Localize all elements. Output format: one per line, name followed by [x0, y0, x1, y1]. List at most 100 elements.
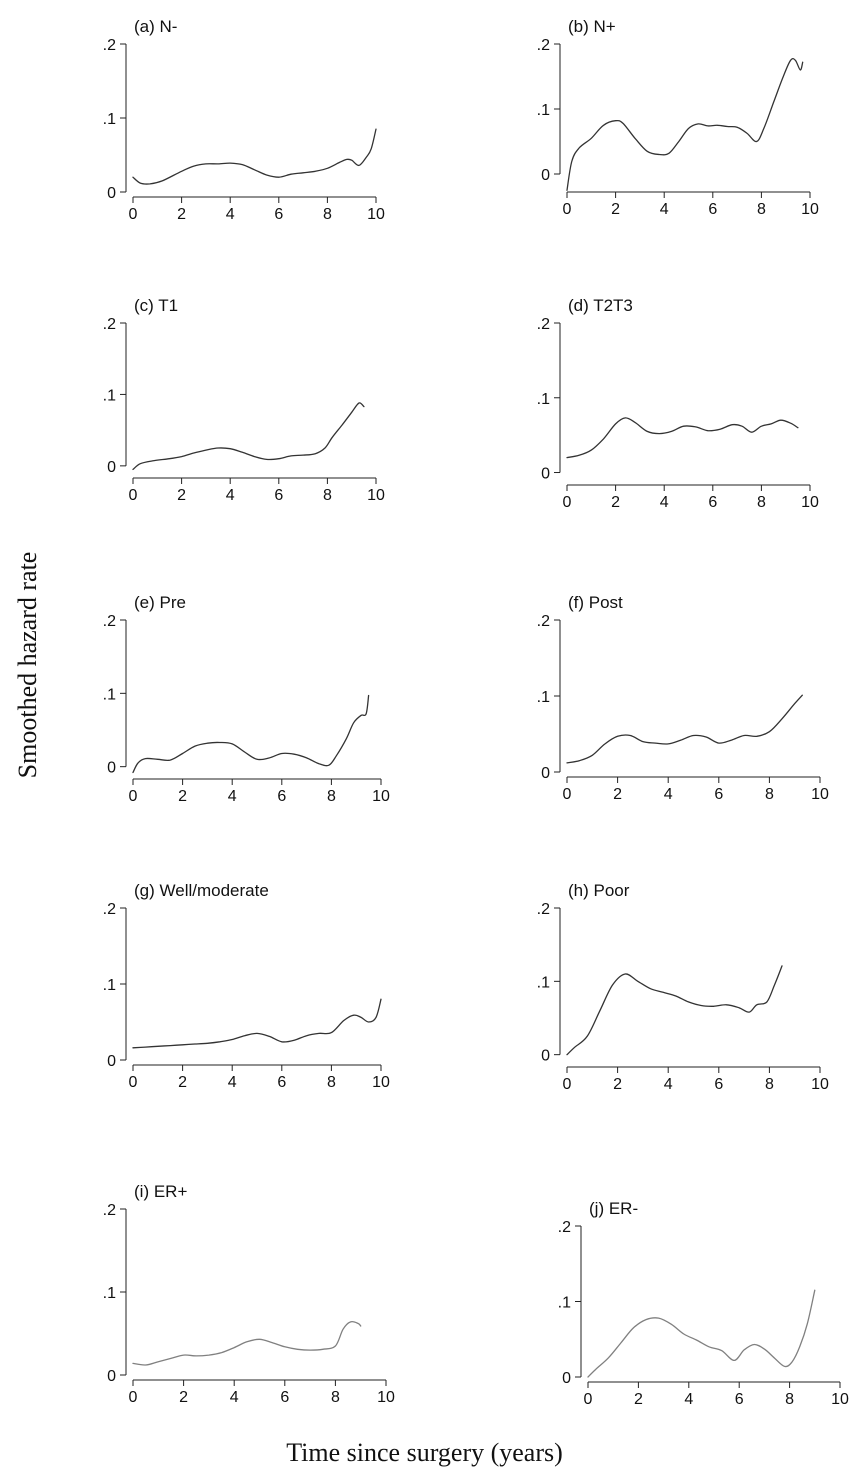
x-axis-label: Time since surgery (years)	[286, 1438, 563, 1467]
y-tick-label: .1	[558, 1295, 571, 1312]
panel-a: (a) N- 0 .1 .2 0 2 4 6 8 10	[103, 17, 385, 223]
y-tick-label: .1	[103, 977, 116, 994]
x-tick-label: 8	[757, 201, 766, 218]
x-tick-label: 6	[277, 788, 286, 805]
y-tick-label: .2	[537, 316, 550, 333]
y-tick-label: .1	[103, 387, 116, 404]
panel-title: (c) T1	[134, 296, 178, 315]
x-tick-label: 4	[660, 201, 669, 218]
y-tick-label: .2	[103, 901, 116, 918]
y-tick-label: .1	[103, 1285, 116, 1302]
hazard-curve	[566, 57, 804, 191]
panel-b: (b) N+ 0 .1 .2 0 2 4 6 8 10	[537, 17, 819, 218]
x-tick-label: 4	[660, 494, 669, 511]
x-tick-label: 0	[563, 494, 572, 511]
x-tick-label: 0	[129, 206, 138, 223]
panel-title: (h) Poor	[568, 881, 630, 900]
x-tick-label: 6	[280, 1389, 289, 1406]
x-tick-label: 10	[372, 1074, 390, 1091]
y-tick-label: .2	[103, 613, 116, 630]
y-tick-label: .2	[537, 613, 550, 630]
x-tick-label: 6	[277, 1074, 286, 1091]
y-tick-label: 0	[541, 466, 550, 483]
x-tick-label: 10	[801, 494, 819, 511]
y-tick-label: .2	[103, 37, 116, 54]
y-tick-label: 0	[541, 1048, 550, 1065]
x-tick-label: 4	[228, 788, 237, 805]
y-tick-label: .2	[103, 1202, 116, 1219]
y-tick-label: .2	[103, 316, 116, 333]
x-tick-label: 0	[584, 1391, 593, 1408]
x-tick-label: 6	[708, 494, 717, 511]
y-tick-label: .1	[537, 689, 550, 706]
y-tick-label: 0	[541, 765, 550, 782]
hazard-curve	[566, 694, 803, 764]
x-tick-label: 0	[563, 786, 572, 803]
y-tick-label: .2	[537, 901, 550, 918]
x-tick-label: 4	[684, 1391, 693, 1408]
panel-f: (f) Post 0 .1 .2 0 2 4 6 8 10	[537, 593, 829, 803]
y-tick-label: .2	[537, 37, 550, 54]
x-tick-label: 2	[613, 786, 622, 803]
hazard-curve	[132, 694, 370, 774]
x-tick-label: 2	[178, 1074, 187, 1091]
x-tick-label: 8	[765, 786, 774, 803]
panel-title: (a) N-	[134, 17, 177, 36]
panel-title: (b) N+	[568, 17, 616, 36]
hazard-curve	[566, 965, 783, 1056]
x-tick-label: 2	[634, 1391, 643, 1408]
y-tick-label: 0	[562, 1370, 571, 1387]
hazard-curve	[132, 402, 365, 471]
y-tick-label: 0	[107, 1368, 116, 1385]
y-tick-label: 0	[541, 167, 550, 184]
x-tick-label: 6	[274, 487, 283, 504]
x-tick-label: 8	[327, 788, 336, 805]
x-tick-label: 0	[129, 788, 138, 805]
y-tick-label: 0	[107, 185, 116, 202]
x-tick-label: 2	[177, 487, 186, 504]
x-tick-label: 10	[831, 1391, 849, 1408]
x-tick-label: 0	[563, 201, 572, 218]
x-tick-label: 6	[714, 1076, 723, 1093]
x-tick-label: 8	[323, 206, 332, 223]
x-tick-label: 6	[708, 201, 717, 218]
x-tick-label: 8	[331, 1389, 340, 1406]
y-tick-label: 0	[107, 1053, 116, 1070]
y-tick-label: .2	[558, 1219, 571, 1236]
y-axis-label: Smoothed hazard rate	[13, 551, 42, 779]
x-tick-label: 0	[129, 1389, 138, 1406]
x-tick-label: 4	[226, 206, 235, 223]
panel-title: (g) Well/moderate	[134, 881, 269, 900]
x-tick-label: 8	[323, 487, 332, 504]
hazard-curve	[132, 1320, 362, 1366]
x-tick-label: 6	[735, 1391, 744, 1408]
x-tick-label: 2	[611, 494, 620, 511]
x-tick-label: 8	[327, 1074, 336, 1091]
x-tick-label: 4	[228, 1074, 237, 1091]
y-tick-label: .1	[537, 102, 550, 119]
y-tick-label: 0	[107, 459, 116, 476]
hazard-curve	[132, 998, 382, 1049]
x-tick-label: 8	[757, 494, 766, 511]
x-tick-label: 10	[801, 201, 819, 218]
x-tick-label: 4	[230, 1389, 239, 1406]
x-tick-label: 0	[129, 487, 138, 504]
panel-title: (i) ER+	[134, 1182, 187, 1201]
x-tick-label: 10	[372, 788, 390, 805]
y-tick-label: .1	[103, 686, 116, 703]
x-tick-label: 8	[785, 1391, 794, 1408]
x-tick-label: 2	[611, 201, 620, 218]
x-tick-label: 8	[765, 1076, 774, 1093]
x-tick-label: 2	[179, 1389, 188, 1406]
x-tick-label: 10	[811, 786, 829, 803]
panel-d: (d) T2T3 0 .1 .2 0 2 4 6 8 10	[537, 296, 819, 511]
panel-title: (d) T2T3	[568, 296, 633, 315]
panel-j: (j) ER- 0 .1 .2 0 2 4 6 8 10	[558, 1199, 849, 1408]
x-tick-label: 10	[367, 206, 385, 223]
panel-h: (h) Poor 0 .1 .2 0 2 4 6 8 10	[537, 881, 829, 1093]
panel-g: (g) Well/moderate 0 .1 .2 0 2 4 6 8 10	[103, 881, 390, 1091]
x-tick-label: 0	[563, 1076, 572, 1093]
y-tick-label: .1	[103, 111, 116, 128]
